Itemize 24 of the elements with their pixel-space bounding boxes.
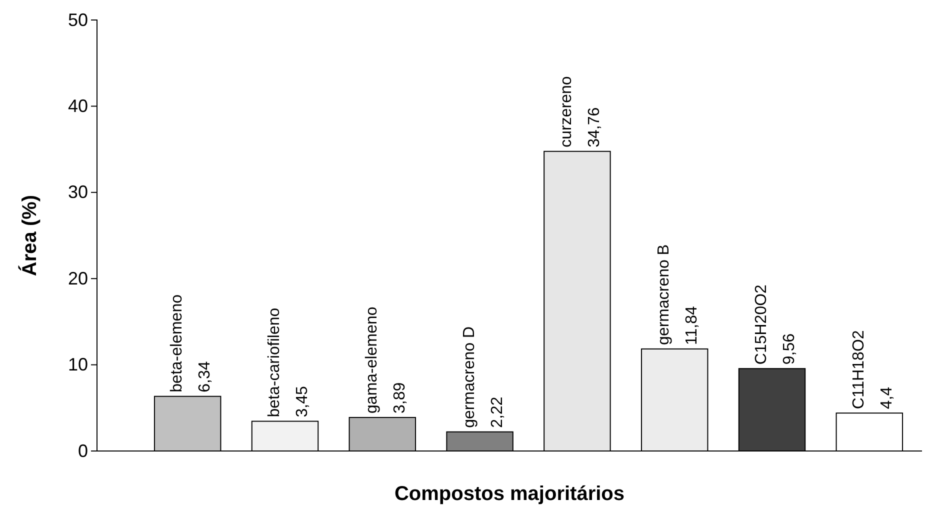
y-tick-label: 40	[68, 96, 88, 116]
x-tick-label: germacreno D	[460, 326, 478, 428]
x-tick-label: gama-elemeno	[363, 306, 380, 414]
data-label: 11,84	[684, 306, 701, 345]
y-tick-label: 50	[68, 10, 88, 30]
data-label: 34,76	[586, 107, 604, 148]
x-tick-label: beta-cariofileno	[266, 308, 283, 418]
x-axis-title: Compostos majoritários	[394, 483, 625, 505]
y-axis-title: Área (%)	[18, 194, 41, 276]
x-tick-label: beta-elemeno	[168, 294, 186, 392]
y-tick-label: 0	[78, 440, 88, 461]
data-label: 2,22	[488, 396, 506, 428]
data-label: 6,34	[196, 361, 214, 392]
y-tick-label: 30	[68, 182, 88, 202]
data-label: 4,4	[878, 386, 896, 410]
x-tick-label: germacreno B	[656, 244, 673, 345]
x-tick-label: C11H18O2	[850, 330, 868, 410]
data-label: 3,89	[391, 382, 408, 414]
x-tick-label: C15H20O2	[753, 284, 770, 365]
y-tick-label: 20	[68, 268, 88, 288]
y-tick-label: 10	[68, 354, 88, 375]
data-label: 3,45	[294, 386, 311, 418]
x-tick-label: curzereno	[558, 76, 576, 148]
data-label: 9,56	[781, 333, 798, 365]
